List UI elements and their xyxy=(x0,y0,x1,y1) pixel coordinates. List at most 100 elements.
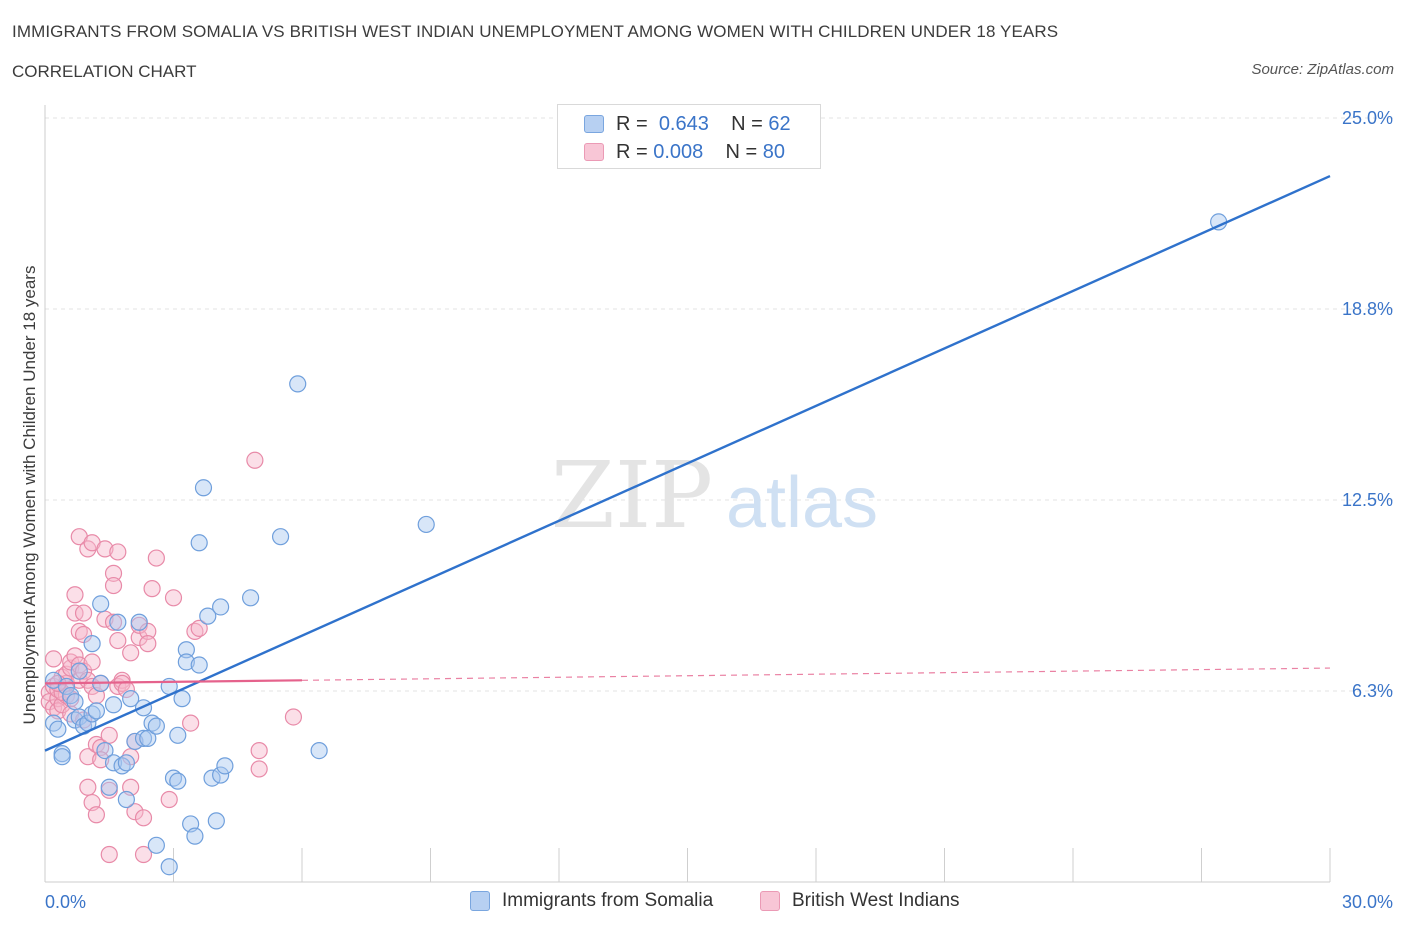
data-point-bwi xyxy=(246,451,264,469)
data-point-bwi xyxy=(100,726,118,744)
data-point-bwi xyxy=(53,696,71,714)
data-point-bwi xyxy=(139,622,157,641)
data-point-somalia xyxy=(190,656,208,674)
legend-n-label: N = xyxy=(731,112,763,135)
data-point-bwi xyxy=(74,604,93,622)
data-point-bwi xyxy=(190,619,208,637)
bottom-legend-swatch-bwi xyxy=(760,891,780,911)
data-point-somalia xyxy=(190,534,208,552)
legend-row-somalia: R = 0.643 N = 62 xyxy=(584,112,791,136)
source-credit: Source: ZipAtlas.com xyxy=(1251,61,1394,78)
trend-lines xyxy=(44,174,1331,752)
data-point-somalia xyxy=(96,741,114,760)
data-point-bwi xyxy=(250,760,268,778)
data-point-somalia xyxy=(199,607,217,625)
watermark-zip: ZIP xyxy=(551,442,713,549)
chart-title: IMMIGRANTS FROM SOMALIA VS BRITISH WEST … xyxy=(12,22,1059,41)
data-point-somalia xyxy=(207,812,225,830)
data-point-somalia xyxy=(92,595,110,613)
data-point-bwi xyxy=(87,806,106,824)
data-point-somalia xyxy=(53,748,71,766)
data-point-bwi xyxy=(143,580,161,598)
data-point-somalia xyxy=(70,708,88,726)
data-point-bwi xyxy=(134,845,153,864)
data-point-somalia xyxy=(87,702,106,720)
data-point-somalia xyxy=(310,741,328,760)
data-point-somalia xyxy=(122,690,140,708)
data-point-somalia xyxy=(70,662,88,680)
data-point-somalia xyxy=(49,720,67,738)
bottom-legend-label-bwi: British West Indians xyxy=(792,890,960,911)
data-point-somalia xyxy=(186,827,204,845)
data-point-bwi xyxy=(147,549,165,567)
y-tick-label: 12.5% xyxy=(1342,490,1393,510)
data-point-bwi xyxy=(96,540,114,558)
data-point-somalia xyxy=(134,729,153,747)
legend-swatch-somalia xyxy=(584,115,604,133)
data-point-bwi xyxy=(134,809,153,827)
data-point-somalia xyxy=(147,717,165,735)
watermark: ZIP atlas xyxy=(551,442,878,549)
data-point-somalia xyxy=(169,772,187,790)
data-point-bwi xyxy=(130,628,148,647)
data-point-bwi xyxy=(250,741,268,760)
bottom-legend-somalia: Immigrants from Somalia xyxy=(470,888,713,914)
y-axis-label: Unemployment Among Women with Children U… xyxy=(20,265,39,725)
legend-r-label: R = xyxy=(616,140,648,163)
data-point-somalia xyxy=(100,778,118,796)
data-point-bwi xyxy=(284,708,303,726)
y-tick-label: 18.8% xyxy=(1342,299,1393,319)
data-point-somalia xyxy=(83,635,101,653)
legend-r-value: 0.643 xyxy=(658,112,709,135)
data-point-somalia xyxy=(212,766,230,784)
data-point-bwi xyxy=(83,653,101,671)
watermark-atlas: atlas xyxy=(726,463,878,543)
data-point-somalia xyxy=(417,515,435,534)
data-point-somalia xyxy=(169,726,187,744)
data-point-bwi xyxy=(109,631,127,650)
data-point-somalia xyxy=(289,375,307,393)
legend-n-value: 62 xyxy=(768,112,791,135)
legend-r-value: 0.008 xyxy=(653,140,704,163)
data-point-bwi xyxy=(79,778,97,796)
data-point-somalia xyxy=(117,754,135,772)
tick-labels: 6.3% 12.5% 18.8% 25.0% 0.0% 30.0% xyxy=(45,108,1393,912)
data-point-somalia xyxy=(271,528,290,546)
data-point-somalia xyxy=(212,598,230,616)
data-point-bwi xyxy=(182,714,200,732)
series-immigrants-from-somalia xyxy=(44,213,1228,876)
data-point-bwi xyxy=(100,845,118,864)
legend-r-label: R = xyxy=(616,112,648,135)
data-point-bwi xyxy=(104,576,123,595)
data-point-bwi xyxy=(104,613,123,631)
legend-row-bwi: R = 0.008 N = 80 xyxy=(584,140,785,164)
x-tick-label: 0.0% xyxy=(45,892,86,912)
data-point-bwi xyxy=(74,625,93,644)
correlation-legend: R = 0.643 N = 62 R = 0.008 N = 80 xyxy=(557,104,821,169)
x-tick-label: 30.0% xyxy=(1342,892,1393,912)
data-point-bwi xyxy=(104,564,123,582)
legend-swatch-bwi xyxy=(584,143,604,161)
data-point-somalia xyxy=(109,613,127,631)
bottom-legend-bwi: British West Indians xyxy=(760,888,960,914)
data-point-somalia xyxy=(242,589,260,607)
data-point-somalia xyxy=(117,790,135,809)
data-point-somalia xyxy=(160,858,178,876)
data-point-bwi xyxy=(74,662,93,680)
y-tick-label: 25.0% xyxy=(1342,108,1393,128)
data-point-somalia xyxy=(147,836,165,854)
trend-line-bwi-extended xyxy=(301,667,1331,681)
data-point-bwi xyxy=(160,790,178,809)
data-point-bwi xyxy=(139,635,157,653)
data-point-somalia xyxy=(130,613,148,631)
series-british-west-indians xyxy=(40,451,303,864)
data-point-somalia xyxy=(177,641,195,659)
trend-line-bwi xyxy=(44,679,303,685)
legend-n-label: N = xyxy=(725,140,758,163)
data-point-bwi xyxy=(44,650,63,668)
data-point-bwi xyxy=(92,751,110,769)
data-point-somalia xyxy=(216,757,234,775)
chart-subtitle: CORRELATION CHART xyxy=(12,62,197,81)
y-tick-label: 6.3% xyxy=(1352,681,1393,701)
